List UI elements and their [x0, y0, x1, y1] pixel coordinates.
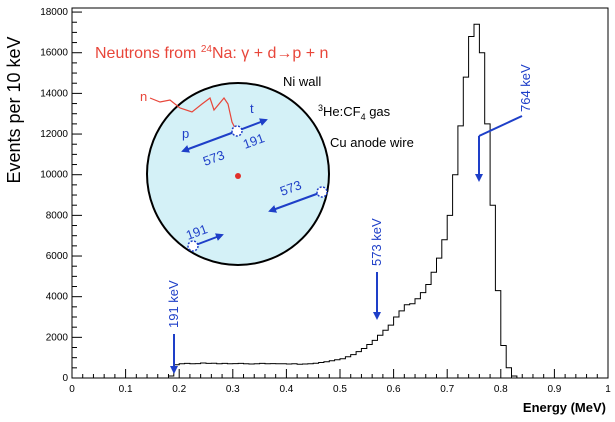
gas-subscript: 4 [361, 112, 366, 122]
x-tick-label: 0.5 [333, 384, 347, 395]
event1-proton-energy: 573 [201, 147, 227, 169]
peak-573-label: 573 keV [369, 218, 384, 266]
x-axis-label: Energy (MeV) [523, 400, 606, 415]
y-tick-label: 8000 [46, 210, 69, 221]
x-tick-label: 1 [605, 384, 611, 395]
event1-triton-energy: 191 [241, 130, 267, 152]
event3-vertex [187, 240, 199, 252]
peak-764-label: 764 keV [518, 64, 533, 112]
proton-arrow [181, 130, 238, 153]
proton-label: p [182, 126, 189, 141]
x-tick-label: 0.8 [494, 384, 508, 395]
y-tick-label: 12000 [40, 129, 68, 140]
event2-vertex [316, 186, 328, 198]
neutron-track [149, 96, 238, 133]
gas-label: 3He:CF4 gas [318, 103, 391, 122]
y-tick-label: 0 [62, 373, 68, 384]
gas-formula: He:CF [323, 104, 361, 119]
event3-energy: 191 [184, 221, 210, 243]
isotope-mass: 24 [201, 44, 213, 55]
x-tick-label: 0.4 [279, 384, 293, 395]
peak-191-label: 191 keV [166, 280, 181, 328]
x-tick-label: 0 [69, 384, 75, 395]
y-tick-label: 6000 [46, 251, 69, 262]
event1-vertex [231, 125, 243, 137]
ni-wall-label: Ni wall [283, 74, 321, 89]
event2-energy: 573 [278, 177, 304, 199]
x-axis-ticks: 0 0.1 0.2 0.3 0.4 0.5 0.6 0.7 0.8 0.9 1 [69, 369, 611, 395]
y-tick-label: 10000 [40, 170, 68, 181]
y-tick-label: 2000 [46, 332, 69, 343]
reaction-prefix: Neutrons from [95, 45, 201, 62]
reaction-formula: Na: γ + d→p + n [212, 45, 329, 62]
x-tick-label: 0.9 [547, 384, 561, 395]
y-axis-ticks: 0 2000 4000 6000 8000 10000 12000 14000 16000 180… [40, 7, 82, 384]
detector-diagram: n Ni wall 3He:CF4 gas Cu anode wire p t … [140, 74, 414, 266]
peak-764-arrow [478, 115, 523, 137]
reaction-title: Neutrons from 24Na: γ + d→p + n [95, 44, 328, 62]
histogram-series [168, 23, 518, 378]
neutron-label: n [140, 89, 147, 104]
x-tick-label: 0.3 [226, 384, 240, 395]
y-tick-label: 18000 [40, 7, 68, 18]
x-tick-label: 0.1 [119, 384, 133, 395]
y-tick-label: 16000 [40, 48, 68, 59]
y-axis-label: Events per 10 keV [4, 36, 24, 183]
x-tick-label: 0.7 [440, 384, 454, 395]
anode-wire-dot [235, 173, 241, 179]
x-tick-label: 0.6 [387, 384, 401, 395]
cu-wire-label: Cu anode wire [330, 135, 414, 150]
gas-mass: 3 [318, 103, 323, 113]
y-tick-label: 14000 [40, 88, 68, 99]
triton-label: t [250, 101, 254, 116]
event2-proton-arrow [268, 191, 323, 213]
x-tick-label: 0.2 [172, 384, 186, 395]
gas-suffix: gas [366, 104, 391, 119]
y-tick-label: 4000 [46, 292, 69, 303]
